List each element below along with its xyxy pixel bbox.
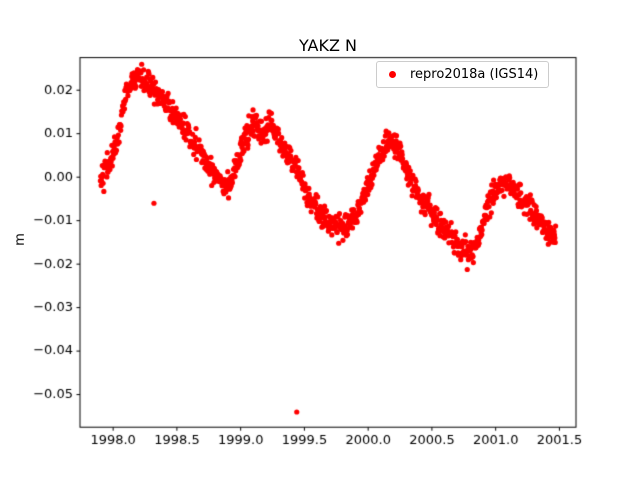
y-axis-label: m (12, 233, 28, 246)
legend-marker-icon (389, 71, 396, 78)
chart-title: YAKZ N (299, 36, 357, 55)
legend: repro2018a (IGS14) (376, 61, 550, 88)
legend-label: repro2018a (IGS14) (410, 67, 539, 82)
